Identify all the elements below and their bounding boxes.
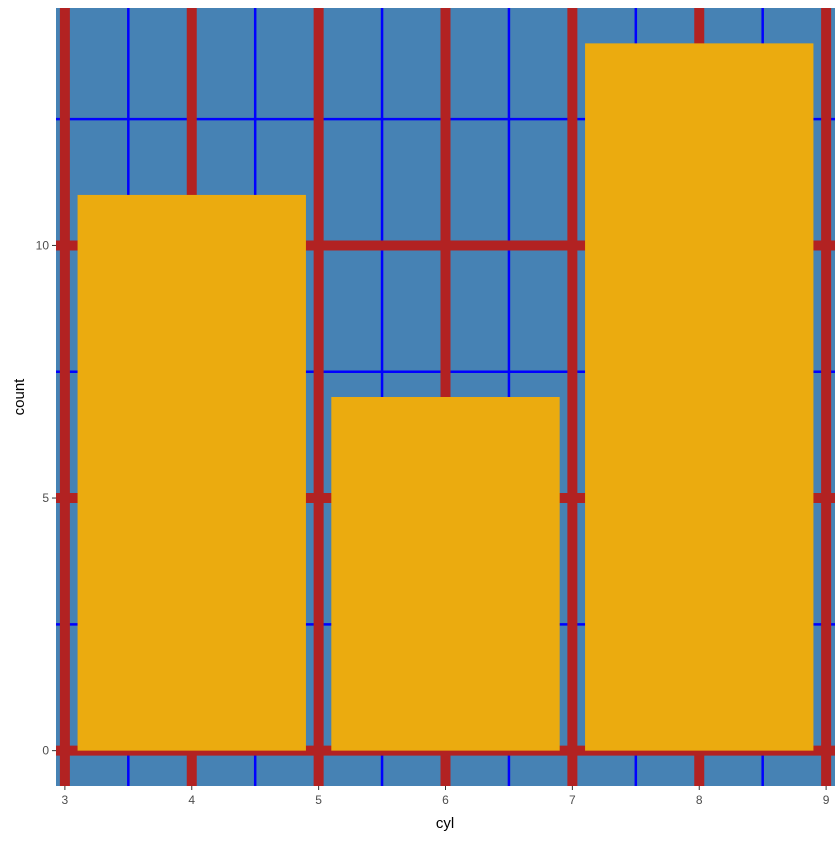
bar-cyl-6: [331, 397, 560, 751]
y-axis: 0 5 10: [36, 238, 56, 758]
y-tick-label: 5: [42, 491, 49, 505]
y-axis-title: count: [11, 378, 28, 416]
y-tick-label: 10: [36, 238, 50, 252]
x-tick-label: 7: [569, 793, 576, 807]
bar-cyl-4: [77, 194, 306, 751]
x-tick-label: 8: [696, 793, 703, 807]
x-tick-label: 5: [315, 793, 322, 807]
bars: [77, 43, 814, 751]
x-tick-label: 3: [62, 793, 69, 807]
bar-cyl-8: [585, 43, 814, 751]
x-tick-label: 9: [823, 793, 830, 807]
x-axis: 3 4 5 6 7 8 9: [62, 786, 830, 807]
x-tick-label: 6: [442, 793, 449, 807]
x-tick-label: 4: [188, 793, 195, 807]
x-axis-title: cyl: [436, 815, 454, 832]
y-tick-label: 0: [42, 744, 49, 758]
